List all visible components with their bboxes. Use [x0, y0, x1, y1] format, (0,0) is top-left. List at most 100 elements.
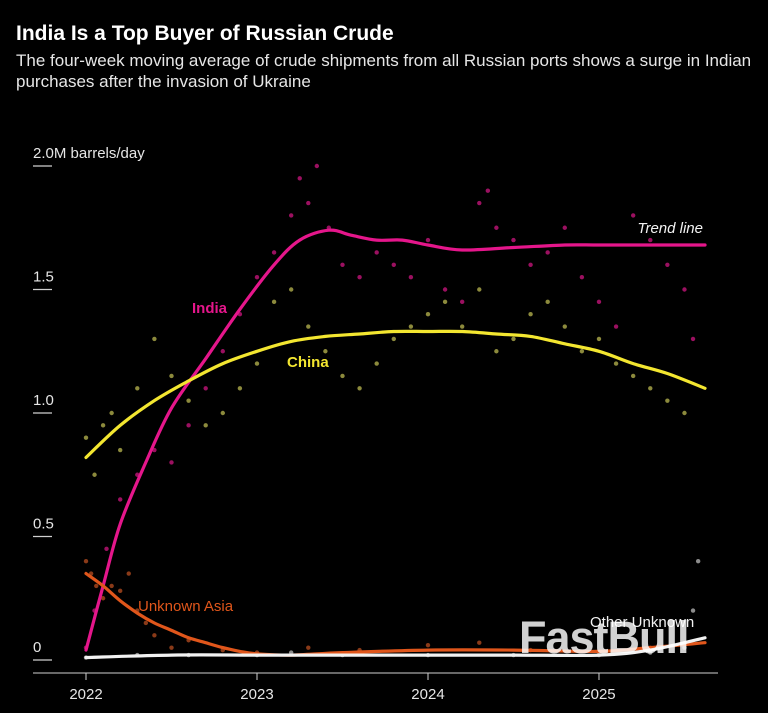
y-tick-label: 0.5	[33, 516, 54, 533]
unknown-asia-data-point	[109, 583, 114, 589]
china-data-point	[117, 447, 123, 453]
unknown-asia-data-point	[83, 559, 89, 564]
china-data-point	[562, 324, 567, 329]
india-data-point	[596, 299, 602, 305]
india-data-point	[545, 250, 550, 255]
china-data-point	[288, 287, 294, 292]
india-data-point	[579, 274, 585, 280]
china-data-point	[579, 349, 585, 354]
india-data-point	[442, 287, 448, 292]
china-data-point	[477, 287, 482, 292]
china-data-point	[323, 349, 328, 354]
china-data-point	[374, 361, 379, 366]
india-data-point	[186, 423, 191, 428]
other-unknown-trend-line	[84, 636, 707, 660]
india-data-point	[297, 176, 302, 181]
india-data-point	[562, 225, 567, 230]
unknown-asia-data-point	[94, 583, 99, 589]
india-data-point	[374, 250, 379, 255]
india-data-point	[528, 262, 533, 267]
india-data-point	[314, 163, 320, 169]
india-data-point	[220, 349, 225, 354]
india-data-point	[459, 299, 465, 305]
unknown-asia-data-point	[117, 588, 123, 594]
india-data-point	[254, 274, 260, 280]
china-data-point	[271, 299, 277, 305]
other-unknown-data-point	[695, 559, 701, 564]
india-data-point	[648, 237, 653, 243]
x-tick-label: 2024	[411, 686, 444, 703]
y-tick-label: 0	[33, 639, 41, 656]
india-data-point	[391, 262, 396, 267]
india-data-point	[494, 225, 499, 230]
india-series-label: India	[192, 300, 228, 317]
china-data-point	[203, 423, 208, 428]
china-data-point	[596, 336, 602, 342]
china-trend-line	[84, 329, 707, 460]
india-data-point	[306, 200, 311, 206]
india-data-point	[630, 213, 636, 218]
china-data-point	[220, 410, 225, 416]
china-data-point	[92, 472, 97, 477]
unknown-asia-data-point	[477, 640, 482, 645]
india-trend-line	[84, 228, 707, 652]
india-data-point	[485, 188, 491, 193]
india-data-point	[690, 336, 696, 342]
india-data-point	[425, 237, 431, 243]
india-data-point	[288, 213, 294, 218]
india-data-point	[169, 460, 174, 465]
x-tick-label: 2025	[582, 686, 615, 703]
y-tick-label: 1.5	[33, 269, 54, 286]
china-data-point	[408, 324, 414, 329]
india-data-point	[271, 250, 277, 255]
chart-title: India Is a Top Buyer of Russian Crude	[16, 22, 394, 45]
china-data-point	[545, 299, 550, 305]
china-data-point	[391, 336, 396, 342]
x-tick-label: 2022	[69, 686, 102, 703]
x-tick-label: 2023	[240, 686, 273, 703]
china-data-point	[109, 410, 114, 416]
y-tick-label: 1.0	[33, 392, 54, 409]
india-data-point	[477, 200, 482, 206]
y-tick-label: 2.0M barrels/day	[33, 145, 145, 162]
india-data-point	[357, 274, 362, 280]
india-data-point	[408, 274, 414, 280]
unknown-asia-data-point	[306, 645, 311, 650]
china-data-point	[357, 386, 362, 391]
unknown-asia-data-point	[152, 633, 157, 638]
china-data-point	[511, 336, 516, 342]
india-data-point	[665, 262, 670, 267]
india-data-point	[203, 386, 208, 391]
china-data-point	[682, 410, 687, 416]
china-data-point	[340, 373, 345, 379]
unknown-asia-data-point	[126, 571, 131, 576]
china-data-point	[613, 361, 619, 366]
unknown-asia-data-point	[425, 642, 431, 648]
china-data-point	[425, 312, 431, 317]
china-data-point	[459, 324, 465, 329]
unknown-asia-trend-line	[84, 571, 707, 657]
china-data-point	[254, 361, 260, 366]
unknown-asia-series-label: Unknown Asia	[138, 598, 234, 615]
china-data-point	[494, 349, 499, 354]
unknown-asia-data-point	[143, 620, 149, 626]
china-data-point	[135, 386, 140, 391]
china-data-point	[152, 336, 157, 342]
china-data-point	[83, 435, 89, 440]
china-data-point	[665, 398, 670, 403]
china-series-label: China	[287, 354, 329, 371]
chart-subtitle: The four-week moving average of crude sh…	[16, 51, 752, 91]
fastbull-watermark: FastBull	[519, 612, 690, 663]
china-data-point	[528, 312, 533, 317]
india-data-point	[511, 237, 516, 243]
china-data-point	[442, 299, 448, 305]
india-data-point	[340, 262, 345, 267]
china-data-point	[306, 324, 311, 329]
unknown-asia-data-point	[169, 645, 174, 650]
other-unknown-data-point	[682, 645, 687, 650]
unknown-asia-data-point	[100, 596, 106, 601]
china-data-point	[186, 398, 191, 403]
china-data-point	[169, 373, 174, 379]
india-data-point	[682, 287, 687, 292]
